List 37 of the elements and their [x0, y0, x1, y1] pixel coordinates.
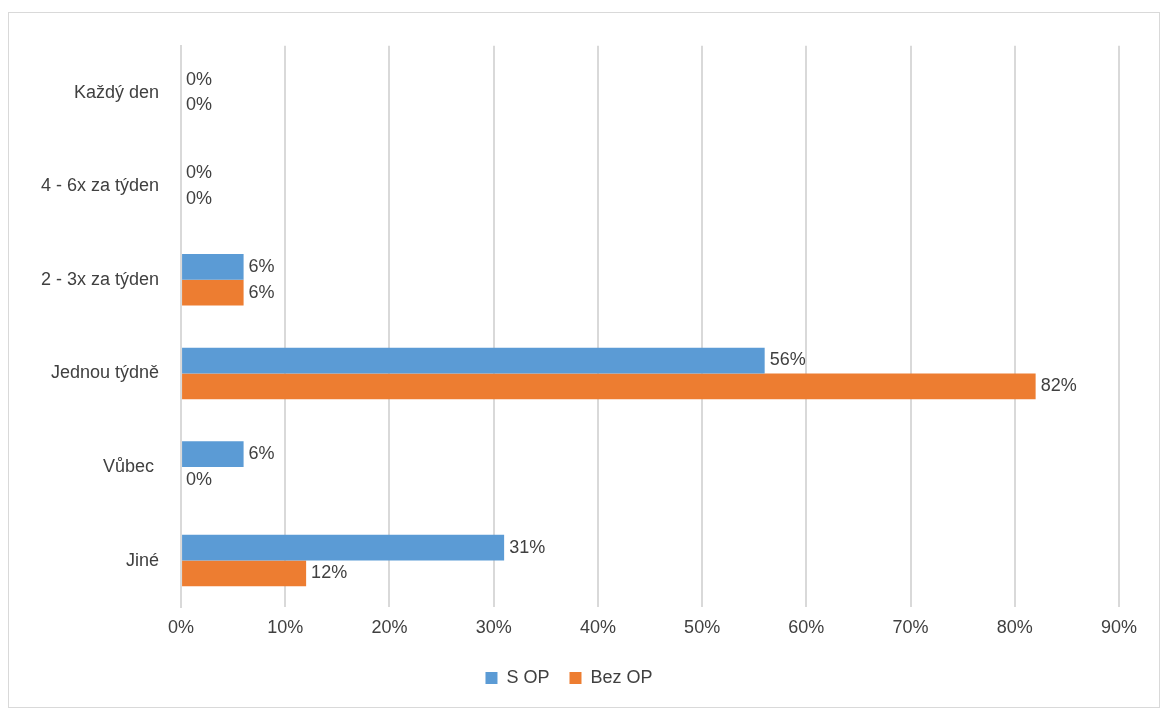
- bar: [182, 534, 505, 561]
- x-tick-label: 10%: [267, 617, 304, 638]
- bar: [182, 441, 244, 467]
- data-label: 6%: [248, 281, 275, 302]
- data-label: 6%: [248, 443, 275, 464]
- x-tick-label: 90%: [1100, 617, 1138, 638]
- x-tick-label: 20%: [371, 617, 408, 638]
- bar: [182, 373, 1036, 400]
- x-tick-label: 60%: [788, 617, 825, 638]
- x-tick-label: 40%: [579, 617, 616, 638]
- bar: [182, 347, 765, 374]
- y-tick-label: Jednou týdně: [50, 362, 160, 383]
- bar: [182, 279, 244, 306]
- data-label: 12%: [311, 562, 348, 583]
- x-tick-label: 80%: [996, 617, 1033, 638]
- data-label: 82%: [1040, 375, 1077, 396]
- data-label: 0%: [186, 188, 213, 209]
- data-label: 0%: [186, 468, 213, 489]
- x-tick-label: 30%: [475, 617, 512, 638]
- y-tick-label: Každý den: [74, 81, 160, 102]
- data-label: 56%: [769, 349, 806, 370]
- x-tick-label: 50%: [684, 617, 721, 638]
- legend-label: S OP: [506, 666, 550, 687]
- data-label: 0%: [186, 68, 213, 89]
- y-tick-label: Jiné: [126, 549, 160, 570]
- y-tick-label: 4 - 6x za týden: [40, 175, 160, 196]
- bar: [182, 560, 307, 587]
- x-tick-label: 0%: [168, 617, 195, 638]
- data-label: 0%: [186, 94, 213, 115]
- y-tick-label: 2 - 3x za týden: [40, 268, 160, 289]
- bar: [182, 254, 244, 280]
- data-label: 0%: [186, 162, 213, 183]
- data-label: 6%: [248, 255, 275, 276]
- legend-label: Bez OP: [590, 666, 653, 687]
- data-label: 31%: [509, 536, 546, 557]
- y-tick-label: Vůbec: [103, 455, 160, 476]
- x-tick-label: 70%: [892, 617, 929, 638]
